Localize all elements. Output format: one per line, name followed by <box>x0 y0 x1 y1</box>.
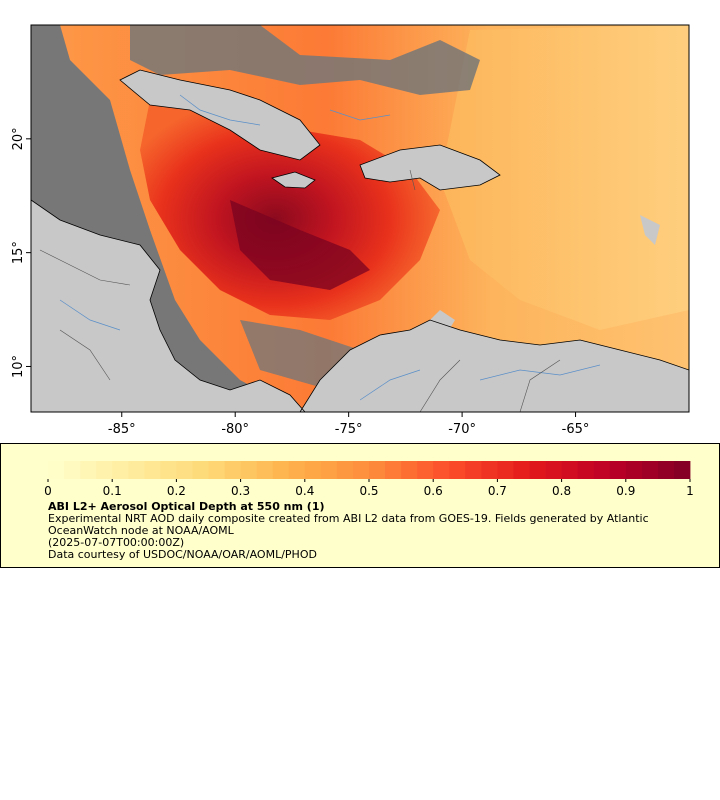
colorbar-cell <box>64 461 81 479</box>
colorbar-cell <box>272 461 290 479</box>
colorbar-cell <box>545 461 562 479</box>
colorbar-cell <box>192 461 209 479</box>
coastlines <box>31 69 689 412</box>
colorbar-cell <box>352 461 370 479</box>
colorbar: 0 0.1 0.2 0.3 0.4 0.5 0.6 0.7 0.8 0.9 1 <box>44 461 694 498</box>
colorbar-tick-label: 0.7 <box>488 484 507 498</box>
x-tick-label: -80° <box>221 422 249 437</box>
land-peninsula <box>420 310 455 350</box>
map-axis-ticks: -85° -80° -75° -70° -65° 20° 15° 10° <box>11 127 589 437</box>
no-data-north <box>130 25 480 95</box>
y-tick-label: 20° <box>11 127 26 150</box>
colorbar-cell <box>561 461 579 479</box>
colorbar-cell <box>128 461 145 479</box>
colorbar-cell <box>529 461 546 479</box>
colorbar-ticks: 0 0.1 0.2 0.3 0.4 0.5 0.6 0.7 0.8 0.9 1 <box>44 479 694 498</box>
colorbar-cell <box>369 461 386 479</box>
colorbar-cells <box>48 461 691 479</box>
land-north <box>120 70 320 160</box>
colorbar-cell <box>673 461 691 479</box>
y-tick-label: 15° <box>11 241 26 264</box>
y-tick-label: 10° <box>11 355 26 378</box>
aod-field-east <box>440 25 689 330</box>
colorbar-tick-label: 0.8 <box>552 484 571 498</box>
aod-map: -85° -80° -75° -70° -65° 20° 15° 10° <box>11 24 690 437</box>
colorbar-cell <box>160 461 177 479</box>
colorbar-cell <box>144 461 161 479</box>
colorbar-tick-label: 0.5 <box>359 484 378 498</box>
colorbar-cell <box>256 461 274 479</box>
map-panel: -85° -80° -75° -70° -65° 20° 15° 10° <box>11 24 690 437</box>
colorbar-cell <box>465 461 482 479</box>
colorbar-cell <box>593 461 611 479</box>
x-tick-label: -65° <box>562 422 590 437</box>
colorbar-cell <box>433 461 450 479</box>
legend-panel: 0 0.1 0.2 0.3 0.4 0.5 0.6 0.7 0.8 0.9 1 ABI L2+ Ae… <box>0 443 720 568</box>
colorbar-cell <box>481 461 498 479</box>
land-west <box>31 200 305 412</box>
plume-core <box>230 200 370 290</box>
colorbar-tick-label: 0.6 <box>424 484 443 498</box>
colorbar-tick-label: 0 <box>44 484 52 498</box>
colorbar-cell <box>176 461 193 479</box>
colorbar-cell <box>320 461 338 479</box>
smoke-plume <box>140 95 440 320</box>
colorbar-cell <box>112 461 129 479</box>
colorbar-cell <box>609 461 627 479</box>
legend-description: Experimental NRT AOD daily composite cre… <box>48 512 649 537</box>
colorbar-cell <box>208 461 225 479</box>
land-east-pocket <box>640 215 660 245</box>
colorbar-cell <box>48 461 65 479</box>
map-frame <box>30 24 690 413</box>
colorbar-tick-label: 0.4 <box>295 484 314 498</box>
colorbar-cell <box>449 461 466 479</box>
x-tick-label: -85° <box>108 422 136 437</box>
colorbar-cell <box>96 461 113 479</box>
colorbar-tick-label: 1 <box>686 484 694 498</box>
borders <box>39 169 561 412</box>
colorbar-cell <box>513 461 530 479</box>
colorbar-cell <box>224 461 241 479</box>
x-tick-label: -70° <box>448 422 476 437</box>
colorbar-tick-label: 0.9 <box>616 484 635 498</box>
map-field <box>31 25 689 412</box>
colorbar-tick-label: 0.2 <box>167 484 186 498</box>
colorbar-cell <box>497 461 514 479</box>
colorbar-cell <box>304 461 322 479</box>
colorbar-cell <box>577 461 595 479</box>
colorbar-cell <box>240 461 258 479</box>
colorbar-cell <box>625 461 643 479</box>
colorbar-cell <box>657 461 675 479</box>
land-east-island <box>360 145 500 190</box>
colorbar-cell <box>385 461 402 479</box>
colorbar-tick-label: 0.1 <box>103 484 122 498</box>
colorbar-cell <box>336 461 354 479</box>
legend-text: ABI L2+ Aerosol Optical Depth at 550 nm … <box>48 501 688 561</box>
colorbar-cell <box>80 461 97 479</box>
colorbar-cell <box>417 461 434 479</box>
colorbar-cell <box>288 461 306 479</box>
colorbar-cell <box>401 461 418 479</box>
legend-date: (2025-07-07T00:00:00Z) <box>48 536 185 549</box>
colorbar-cell <box>641 461 659 479</box>
colorbar-tick-label: 0.3 <box>231 484 250 498</box>
rivers <box>59 94 601 401</box>
x-tick-label: -75° <box>335 422 363 437</box>
legend-title: ABI L2+ Aerosol Optical Depth at 550 nm … <box>48 500 325 513</box>
legend-credit: Data courtesy of USDOC/NOAA/OAR/AOML/PHO… <box>48 548 317 561</box>
